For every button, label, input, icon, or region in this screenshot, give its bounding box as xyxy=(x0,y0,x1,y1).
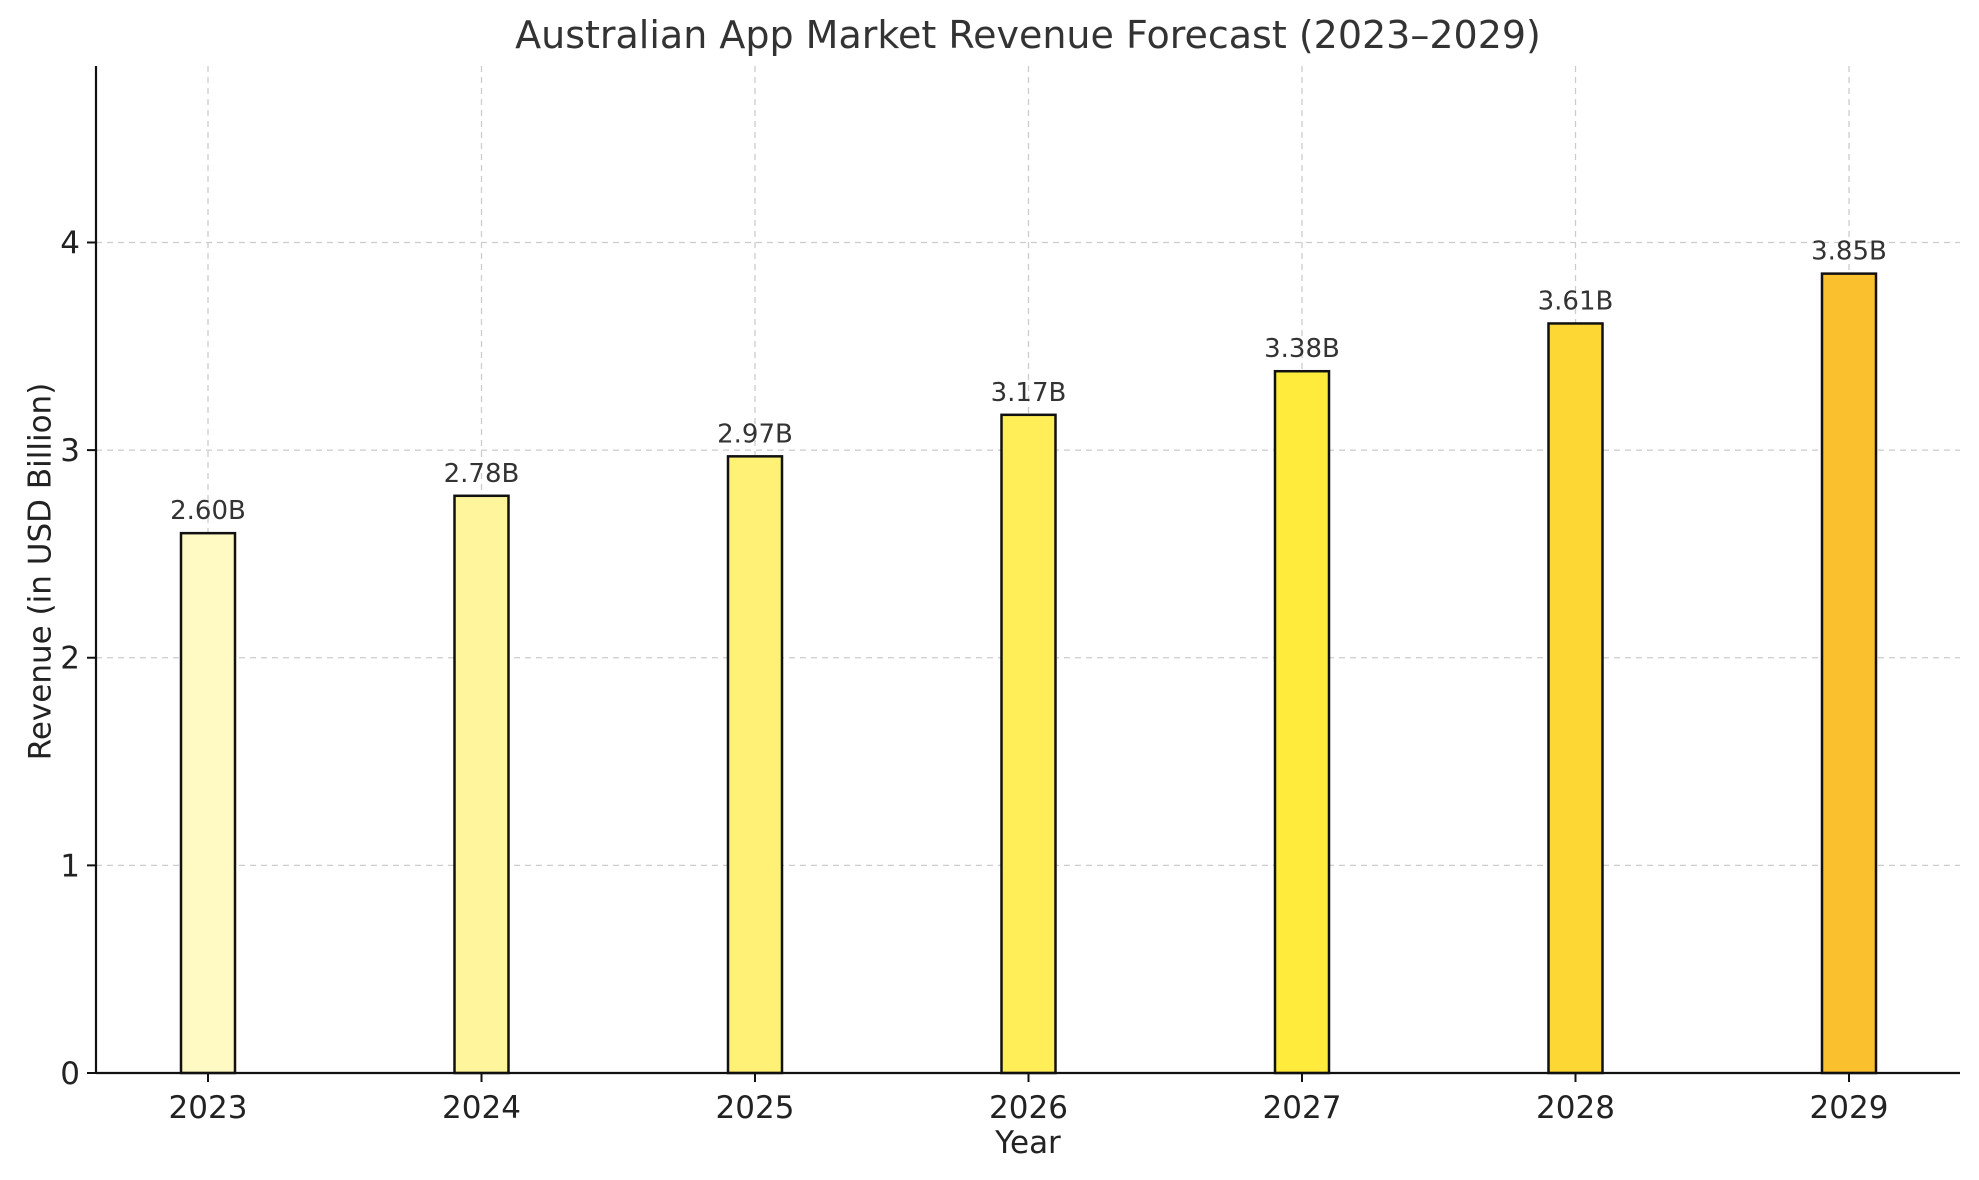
y-tick-label: 2 xyxy=(60,641,80,677)
x-tick-label-2023: 2023 xyxy=(169,1090,248,1126)
bars xyxy=(179,272,1878,1075)
x-axis-title: Year xyxy=(994,1125,1061,1161)
x-tick-label-2029: 2029 xyxy=(1810,1090,1889,1126)
bar-2028 xyxy=(1547,322,1604,1075)
x-tick-label-2026: 2026 xyxy=(989,1090,1068,1126)
y-tick-label: 0 xyxy=(60,1056,80,1092)
x-tick-label-2027: 2027 xyxy=(1263,1090,1342,1126)
data-labels: 2.60B 2.78B 2.97B 3.17B 3.38B 3.61B 3.85B xyxy=(170,237,1887,527)
data-label-2027: 3.38B xyxy=(1264,334,1340,364)
bar-2024 xyxy=(453,494,510,1075)
bar-2027 xyxy=(1273,369,1331,1075)
bar-2025 xyxy=(726,455,784,1075)
y-tick-label: 1 xyxy=(60,848,80,884)
data-label-2026: 3.17B xyxy=(991,378,1067,408)
x-tick-label-2024: 2024 xyxy=(442,1090,521,1126)
data-label-2023: 2.60B xyxy=(170,496,246,526)
chart-title: Australian App Market Revenue Forecast (… xyxy=(515,13,1541,57)
x-tick-label-2025: 2025 xyxy=(716,1090,795,1126)
x-tick-label-2028: 2028 xyxy=(1536,1090,1615,1126)
bar-2023 xyxy=(179,531,237,1075)
ticks: 0 1 2 3 4 2023 2024 2025 2026 2027 2028 2029 xyxy=(60,225,1888,1126)
bar-2026 xyxy=(1000,413,1057,1075)
y-axis-title: Revenue (in USD Billion) xyxy=(23,383,59,761)
data-label-2024: 2.78B xyxy=(444,459,520,489)
data-label-2029: 3.85B xyxy=(1811,237,1887,267)
bar-2029 xyxy=(1820,272,1878,1075)
data-label-2025: 2.97B xyxy=(717,419,793,449)
y-tick-label: 3 xyxy=(60,433,80,469)
y-tick-label: 4 xyxy=(60,225,80,261)
data-label-2028: 3.61B xyxy=(1538,286,1614,316)
